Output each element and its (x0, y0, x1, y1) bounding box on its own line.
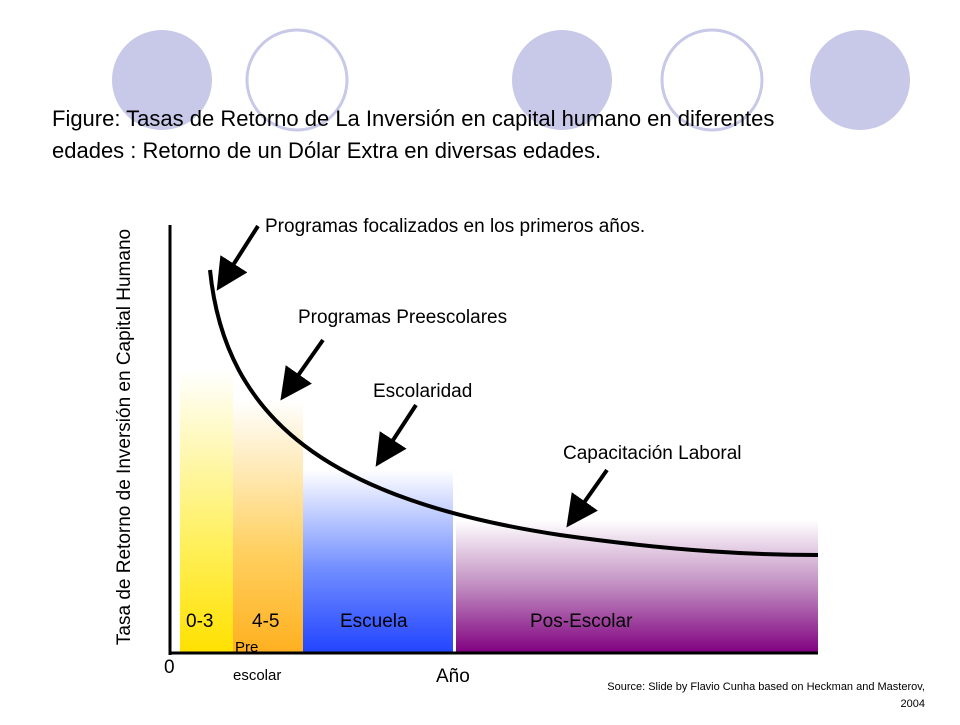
x-axis-label: Año (436, 666, 470, 687)
origin-label: 0 (164, 657, 175, 678)
annotation: Capacitación Laboral (563, 443, 742, 464)
y-axis-label: Tasa de Retorno de Inversión en Capital … (114, 229, 135, 645)
annotation: Programas focalizados en los primeros añ… (265, 216, 645, 237)
title-line: Figure: Tasas de Retorno de La Inversión… (52, 106, 774, 131)
return-curve (208, 269, 819, 557)
decor-circles (112, 28, 910, 132)
stage-label: 0-3 (186, 611, 213, 632)
stage-sublabel: Pre (235, 639, 258, 656)
stage-label: 4-5 (252, 611, 279, 632)
arrows (216, 224, 609, 528)
axes (168, 225, 818, 655)
stage-bands (180, 370, 818, 653)
annotation: Programas Preescolares (298, 307, 507, 328)
stage-label: Pos-Escolar (530, 611, 633, 632)
stage-sublabel: escolar (233, 667, 281, 684)
annotation: Escolaridad (373, 381, 472, 402)
source: Source: Slide by Flavio Cunha based on H… (607, 681, 925, 693)
title-line: edades : Retorno de un Dólar Extra en di… (52, 138, 601, 163)
stage-label: Escuela (340, 611, 408, 632)
source: 2004 (901, 698, 925, 710)
